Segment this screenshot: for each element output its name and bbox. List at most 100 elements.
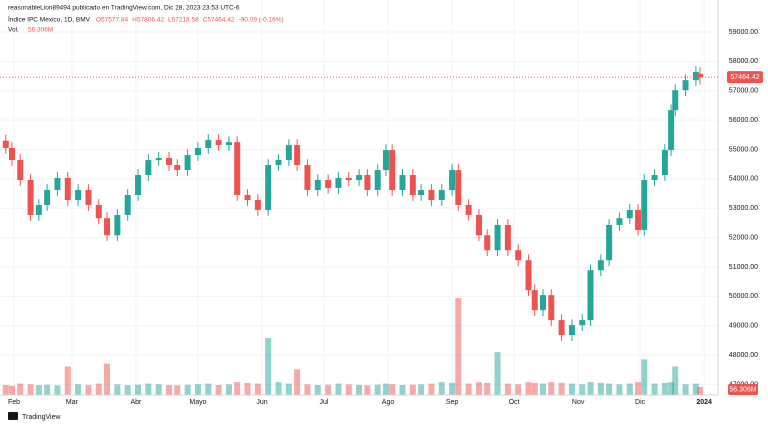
candle-body bbox=[35, 204, 42, 215]
candle-body bbox=[114, 214, 121, 236]
candle-body bbox=[215, 140, 222, 146]
volume-bar bbox=[587, 382, 594, 395]
volume-bar bbox=[579, 384, 586, 395]
candle-body bbox=[8, 148, 15, 161]
volume-bar bbox=[114, 384, 121, 395]
candle-body bbox=[418, 190, 425, 196]
volume-bar bbox=[95, 383, 102, 395]
volume-bar bbox=[626, 383, 633, 395]
candle-body bbox=[244, 195, 251, 200]
candle-body bbox=[475, 214, 482, 236]
x-tick-label: Dic bbox=[635, 399, 646, 406]
candle-body bbox=[449, 170, 456, 191]
volume-bar bbox=[641, 359, 648, 395]
candle-body bbox=[668, 110, 675, 151]
volume-bar bbox=[194, 384, 201, 395]
volume-bar bbox=[651, 383, 658, 395]
candle-body bbox=[265, 165, 272, 210]
volume-bar bbox=[64, 366, 71, 395]
grid bbox=[0, 0, 718, 395]
candle-body bbox=[135, 175, 142, 196]
candle-body bbox=[531, 290, 538, 311]
candle-body bbox=[184, 155, 191, 171]
candle-body bbox=[174, 165, 181, 171]
candle-body bbox=[44, 190, 51, 205]
y-tick-label: 48000.00 bbox=[729, 352, 758, 359]
volume-bar bbox=[135, 384, 142, 395]
candle-body bbox=[356, 175, 363, 181]
candle-body bbox=[345, 177, 352, 181]
candle-body bbox=[194, 148, 201, 156]
candle-body bbox=[455, 170, 462, 205]
brand: TradingView bbox=[22, 414, 61, 421]
volume-bar bbox=[494, 352, 501, 395]
candle-body bbox=[54, 177, 61, 191]
volume-bar bbox=[155, 384, 162, 395]
x-tick-label: Jun bbox=[256, 399, 267, 406]
volume-bar bbox=[389, 384, 396, 395]
volume-bar bbox=[568, 383, 575, 395]
y-tick-label: 50000.00 bbox=[729, 293, 758, 300]
volume-bar bbox=[418, 384, 425, 395]
candle-body bbox=[438, 190, 445, 200]
volume-bar bbox=[184, 384, 191, 395]
volume-bar bbox=[215, 385, 222, 395]
volume-bar bbox=[124, 385, 131, 395]
candle-body bbox=[145, 160, 152, 176]
candle-body bbox=[672, 90, 679, 111]
volume-bar bbox=[205, 383, 212, 395]
volume-bar bbox=[174, 385, 181, 395]
volume-bar bbox=[438, 382, 445, 395]
candle-body bbox=[484, 235, 491, 251]
candle-body bbox=[234, 142, 241, 196]
volume-bar bbox=[17, 383, 24, 395]
candle-body bbox=[104, 218, 111, 236]
volume-bar bbox=[345, 384, 352, 395]
symbol: Índice IPC Mexico, 1D, BMV bbox=[8, 15, 91, 24]
candle-body bbox=[606, 224, 613, 261]
volume-bar bbox=[449, 382, 456, 395]
volume-bar bbox=[548, 382, 555, 395]
x-tick-label: 2024 bbox=[696, 399, 712, 406]
candle-body bbox=[579, 320, 586, 326]
candle-body bbox=[382, 150, 389, 171]
x-tick-label: Nov bbox=[572, 399, 585, 406]
ohlc-value: O57577.84 bbox=[96, 17, 129, 24]
volume-bar bbox=[539, 383, 546, 395]
x-tick-label: Ago bbox=[382, 399, 395, 406]
volume-bar bbox=[244, 382, 251, 395]
candle-body bbox=[548, 295, 555, 321]
y-tick-label: 54000.00 bbox=[729, 176, 758, 183]
candle-body bbox=[275, 160, 282, 166]
x-tick-label: Sep bbox=[446, 399, 459, 406]
volume-value: 56.306M bbox=[28, 27, 53, 34]
candle-body bbox=[597, 260, 604, 271]
volume-bar bbox=[275, 382, 282, 395]
candle-body bbox=[364, 175, 371, 191]
y-tick-label: 52000.00 bbox=[729, 234, 758, 241]
volume-bar bbox=[374, 384, 381, 395]
volume-bar bbox=[635, 382, 642, 395]
volume-bar bbox=[145, 383, 152, 395]
volume-bar bbox=[364, 385, 371, 395]
volume-bar bbox=[44, 384, 51, 395]
candle-body bbox=[409, 175, 416, 196]
volume-bar bbox=[254, 383, 261, 395]
ohlc-value: H57806.42 bbox=[132, 17, 164, 24]
volume-bar bbox=[515, 384, 522, 395]
candle-body bbox=[515, 250, 522, 261]
candle-body bbox=[64, 177, 71, 200]
volume-bar bbox=[409, 384, 416, 395]
volume-bar bbox=[692, 383, 699, 395]
candle-body bbox=[494, 224, 501, 251]
candles bbox=[2, 66, 704, 341]
volume-bar bbox=[455, 298, 462, 395]
volume-bar bbox=[597, 382, 604, 395]
x-tick-label: Mayo bbox=[189, 399, 206, 406]
volume-bar bbox=[428, 383, 435, 395]
y-tick-label: 53000.00 bbox=[729, 205, 758, 212]
candle-body bbox=[558, 320, 565, 336]
candle-body bbox=[314, 180, 321, 191]
candle-body bbox=[85, 190, 92, 205]
